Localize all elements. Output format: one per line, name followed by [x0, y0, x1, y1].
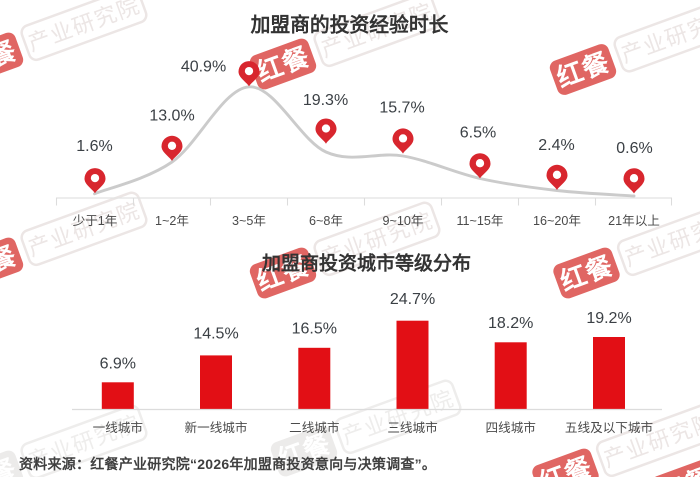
svg-text:新一线城市: 新一线城市 — [185, 420, 248, 435]
svg-text:13.0%: 13.0% — [149, 107, 194, 124]
svg-text:21年以上: 21年以上 — [608, 214, 660, 228]
svg-text:16~20年: 16~20年 — [533, 214, 581, 228]
svg-text:资料来源：红餐产业研究院“2026年加盟商投资意向与决策调查: 资料来源：红餐产业研究院“2026年加盟商投资意向与决策调查”。 — [19, 456, 436, 472]
svg-text:3~5年: 3~5年 — [232, 214, 266, 228]
svg-text:16.5%: 16.5% — [292, 320, 337, 337]
svg-text:19.2%: 19.2% — [586, 310, 631, 327]
svg-text:少于1年: 少于1年 — [73, 214, 118, 228]
svg-text:五线及以下城市: 五线及以下城市 — [565, 420, 653, 435]
svg-text:40.9%: 40.9% — [181, 58, 226, 75]
svg-text:14.5%: 14.5% — [193, 325, 238, 342]
svg-text:6~8年: 6~8年 — [309, 214, 343, 228]
svg-text:三线城市: 三线城市 — [387, 420, 437, 435]
svg-text:11~15年: 11~15年 — [456, 214, 503, 228]
svg-text:9~10年: 9~10年 — [383, 214, 424, 228]
svg-text:一线城市: 一线城市 — [93, 420, 143, 435]
svg-text:2.4%: 2.4% — [538, 137, 574, 154]
svg-text:二线城市: 二线城市 — [289, 420, 339, 435]
svg-text:24.7%: 24.7% — [390, 291, 435, 308]
svg-text:19.3%: 19.3% — [303, 92, 348, 109]
svg-text:6.5%: 6.5% — [460, 124, 496, 141]
svg-text:加盟商投资城市等级分布: 加盟商投资城市等级分布 — [261, 252, 471, 275]
svg-text:四线城市: 四线城市 — [486, 420, 536, 435]
svg-text:15.7%: 15.7% — [379, 99, 424, 116]
svg-text:6.9%: 6.9% — [100, 356, 136, 373]
svg-text:加盟商的投资经验时长: 加盟商的投资经验时长 — [250, 14, 449, 37]
svg-text:1~2年: 1~2年 — [155, 214, 189, 228]
svg-text:0.6%: 0.6% — [616, 140, 652, 157]
svg-text:18.2%: 18.2% — [488, 315, 533, 332]
svg-text:1.6%: 1.6% — [76, 138, 112, 155]
